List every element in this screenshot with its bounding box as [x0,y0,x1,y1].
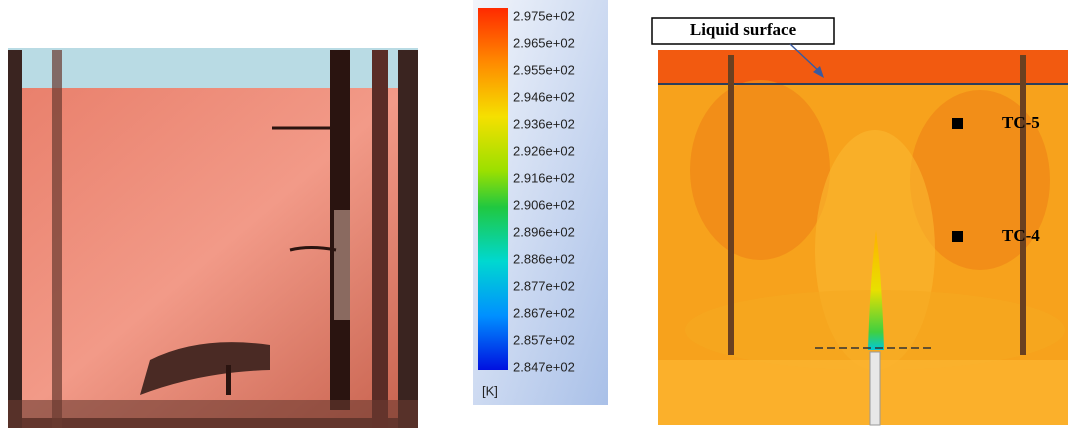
tc5-label: TC-5 [1002,113,1040,132]
colorbar-label: 2.946e+02 [513,89,575,104]
colorbar-label: 2.867e+02 [513,305,575,320]
colorbar-label: 2.936e+02 [513,116,575,131]
contour: TC-5 TC-4 Liquid surface [652,18,1068,425]
colorbar-label: 2.896e+02 [513,224,575,239]
colorbar-unit: [K] [482,383,498,398]
colorbar-label: 2.955e+02 [513,62,575,77]
colorbar-label: 2.926e+02 [513,143,575,158]
colorbar-label: 2.906e+02 [513,197,575,212]
colorbar-label: 2.916e+02 [513,170,575,185]
colorbar-label: 2.965e+02 [513,35,575,50]
figure: 2.975e+02 2.965e+02 2.955e+02 2.946e+02 2.93… [0,0,1077,428]
photo [8,48,418,428]
colorbar-label: 2.857e+02 [513,332,575,347]
colorbar-label: 2.886e+02 [513,251,575,266]
tc4-label: TC-4 [1002,226,1040,245]
surface-label: Liquid surface [690,20,797,39]
colorbar-label: 2.847e+02 [513,359,575,374]
colorbar: 2.975e+02 2.965e+02 2.955e+02 2.946e+02 2.93… [473,0,608,405]
colorbar-label: 2.877e+02 [513,278,575,293]
colorbar-label: 2.975e+02 [513,8,575,23]
